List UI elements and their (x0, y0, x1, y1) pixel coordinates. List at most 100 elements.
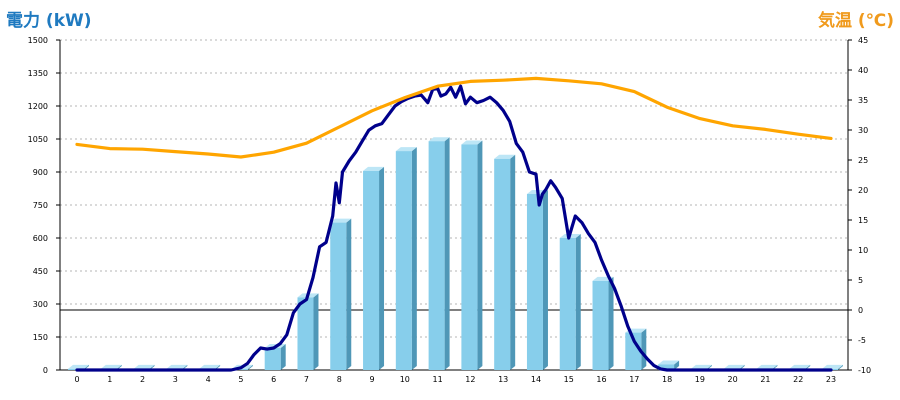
bar (658, 360, 680, 370)
left-tick-label: 300 (33, 300, 48, 309)
bar-front (297, 297, 314, 370)
left-tick-label: 1500 (28, 36, 48, 45)
bar (395, 147, 417, 370)
bar-front (428, 141, 445, 370)
bar-top (822, 364, 843, 369)
power-line (75, 84, 833, 372)
bar-top (756, 364, 778, 369)
x-tick-label: 20 (728, 375, 738, 384)
bar-side (542, 190, 548, 370)
x-tick-label: 3 (173, 375, 178, 384)
bar (559, 234, 581, 370)
bar-side (247, 364, 253, 370)
bar-top (199, 364, 221, 369)
left-tick-label: 1350 (28, 69, 48, 78)
x-tick-label: 5 (238, 375, 243, 384)
x-tick-label: 13 (498, 375, 508, 384)
bar-side (411, 147, 417, 370)
bar-side (346, 218, 352, 370)
bar (526, 190, 548, 370)
x-tick-label: 22 (793, 375, 803, 384)
x-tick-label: 16 (596, 375, 606, 384)
bar-top (133, 364, 155, 369)
bar-side (379, 166, 385, 370)
bar-top (395, 147, 417, 152)
bar-top (494, 154, 516, 159)
bar-front (494, 158, 511, 370)
bar-top (789, 364, 811, 369)
bar-side (575, 234, 581, 370)
right-tick-label: 25 (858, 156, 868, 165)
bar-top (461, 140, 483, 145)
right-tick-label: 45 (858, 36, 868, 45)
bar (363, 166, 385, 370)
bar-front (625, 332, 642, 370)
x-tick-label: 2 (140, 375, 145, 384)
right-axis-title: 気温 (℃) (817, 11, 894, 31)
bar-top (330, 218, 352, 223)
right-tick-label: -10 (858, 366, 871, 375)
x-tick-label: 8 (337, 375, 342, 384)
bar-top (363, 166, 385, 171)
x-tick-label: 18 (662, 375, 672, 384)
left-tick-label: 900 (33, 168, 48, 177)
x-tick-label: 21 (760, 375, 770, 384)
x-tick-label: 23 (826, 375, 836, 384)
left-axis-title: 電力 (kW) (6, 11, 92, 31)
bar-front (395, 151, 412, 370)
right-tick-label: 15 (858, 216, 868, 225)
bar-side (280, 344, 286, 370)
bar-front (592, 280, 609, 370)
bar-top (723, 364, 745, 369)
x-tick-label: 1 (107, 375, 112, 384)
bar-series (68, 137, 843, 370)
temperature-line (75, 76, 833, 159)
bar-side (838, 364, 843, 370)
bar-side (674, 360, 680, 370)
left-tick-label: 450 (33, 267, 48, 276)
bar-top (690, 364, 712, 369)
bar-front (330, 222, 347, 370)
tick-labels: 01503004506007509001050120013501500-10-5… (28, 36, 871, 384)
x-tick-label: 19 (695, 375, 705, 384)
x-tick-label: 10 (400, 375, 410, 384)
x-tick-label: 9 (369, 375, 374, 384)
bar-side (608, 276, 614, 370)
line-series (75, 76, 833, 372)
bar-front (559, 238, 576, 370)
bar-top (68, 364, 89, 369)
bar-top (658, 360, 680, 365)
right-tick-label: 20 (858, 186, 868, 195)
x-tick-label: 0 (74, 375, 79, 384)
grid-lines (60, 39, 848, 338)
bar-side (313, 293, 319, 370)
bar-side (477, 140, 483, 370)
left-tick-label: 150 (33, 333, 48, 342)
x-tick-label: 7 (304, 375, 309, 384)
bar (625, 328, 647, 370)
bar (428, 137, 450, 370)
left-tick-label: 1050 (28, 135, 48, 144)
bar-front (264, 348, 281, 370)
right-tick-label: 35 (858, 96, 868, 105)
bar (330, 218, 352, 370)
bar-front (363, 170, 380, 370)
x-tick-label: 14 (531, 375, 541, 384)
x-tick-label: 12 (465, 375, 475, 384)
right-tick-label: 40 (858, 66, 868, 75)
bar-side (641, 328, 647, 370)
bar-side (444, 137, 450, 370)
right-tick-label: 10 (858, 246, 868, 255)
bar-top (100, 364, 122, 369)
bar-top (428, 137, 450, 142)
right-tick-label: 30 (858, 126, 868, 135)
left-tick-label: 0 (43, 366, 48, 375)
x-tick-label: 15 (564, 375, 574, 384)
bar-front (658, 364, 675, 370)
left-tick-label: 600 (33, 234, 48, 243)
x-tick-label: 4 (206, 375, 211, 384)
bar (592, 276, 614, 370)
left-tick-label: 1200 (28, 102, 48, 111)
right-tick-label: 0 (858, 306, 863, 315)
